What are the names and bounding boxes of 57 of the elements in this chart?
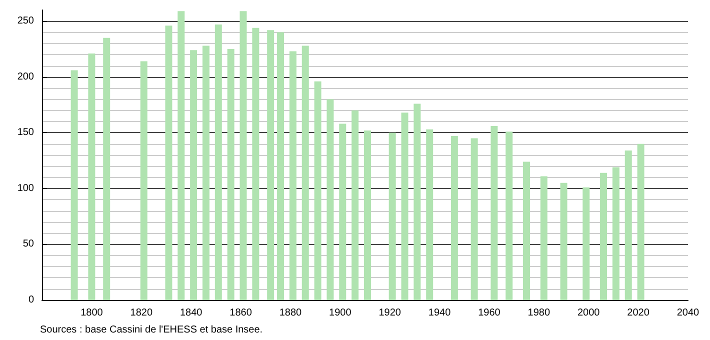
bar (612, 167, 620, 300)
bar (600, 172, 608, 300)
bar (401, 112, 408, 300)
bar (540, 176, 548, 300)
y-tick-label: 200 (17, 71, 34, 82)
y-tick-label: 50 (22, 238, 34, 250)
y-tick-label: 150 (17, 127, 34, 138)
bar (190, 50, 198, 300)
bar (506, 132, 513, 300)
bar (426, 129, 434, 300)
bar (70, 70, 78, 300)
bar (624, 150, 632, 300)
bar (227, 49, 234, 300)
x-tick-label: 1860 (230, 308, 252, 318)
bar (289, 51, 296, 300)
y-tick-label: 0 (28, 294, 34, 306)
x-tick-label: 1920 (378, 308, 402, 318)
x-tick-label: 1840 (180, 308, 203, 318)
bar (352, 110, 359, 300)
bar (560, 182, 568, 300)
bar (388, 132, 396, 300)
x-tick-label: 1900 (329, 308, 352, 318)
y-tick-label: 100 (17, 182, 34, 194)
bar (364, 130, 371, 300)
bar (523, 162, 530, 300)
y-tick-label: 250 (17, 16, 34, 27)
x-tick-label: 2020 (627, 308, 650, 318)
x-tick-label: 1980 (528, 308, 550, 318)
bar (178, 11, 185, 300)
x-tick-label: 1940 (428, 308, 452, 318)
x-tick-label: 1800 (80, 308, 104, 318)
bar (140, 61, 148, 300)
bar (450, 136, 458, 300)
bar (88, 54, 96, 300)
source-note: Sources : base Cassini de l'EHESS et base Insee. (40, 324, 263, 336)
x-tick-label: 2000 (577, 308, 600, 318)
bar (103, 38, 110, 300)
x-tick-label: 1820 (130, 308, 153, 318)
bar (314, 81, 322, 300)
bar (202, 46, 210, 300)
bar (490, 126, 498, 300)
bar (470, 138, 478, 300)
bar (267, 30, 274, 300)
bar (240, 11, 247, 300)
bar (214, 24, 222, 300)
x-tick-label: 1880 (279, 308, 302, 318)
bar (582, 187, 590, 300)
bar (414, 104, 421, 300)
bar (339, 124, 346, 300)
bar (252, 28, 260, 300)
x-tick-label: 1960 (478, 308, 501, 318)
x-tick-label: 2040 (676, 308, 700, 318)
bar (165, 26, 172, 300)
bar (637, 144, 644, 300)
bar (277, 32, 284, 300)
bar (326, 99, 334, 300)
bar (302, 46, 309, 300)
